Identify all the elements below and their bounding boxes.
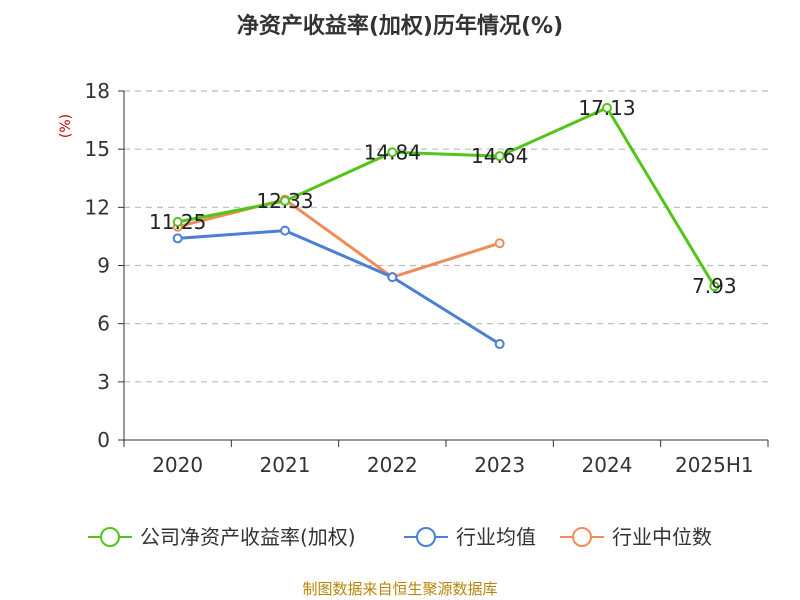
legend-item[interactable]: 公司净资产收益率(加权) bbox=[88, 525, 356, 549]
series-line bbox=[177, 229, 501, 346]
data-label: 11.25 bbox=[149, 210, 206, 234]
legend-item[interactable]: 行业中位数 bbox=[560, 525, 712, 549]
axes: 0 3 6 9 12 15 18 2020 2021 2022 2023 2024 2025H1 bbox=[85, 79, 769, 477]
legend[interactable]: 公司净资产收益率(加权) 行业均值 行业中位数 bbox=[88, 525, 712, 549]
x-tick-label: 2021 bbox=[260, 453, 311, 477]
legend-label: 公司净资产收益率(加权) bbox=[140, 525, 356, 549]
data-point bbox=[709, 281, 720, 292]
y-tick-label: 15 bbox=[85, 137, 110, 161]
x-tick-label: 2024 bbox=[582, 453, 633, 477]
data-label: 17.13 bbox=[578, 96, 635, 120]
y-axis-unit: (%) bbox=[58, 114, 74, 138]
series-group bbox=[172, 102, 720, 350]
y-tick-label: 6 bbox=[97, 312, 110, 336]
legend-marker-icon bbox=[572, 527, 592, 547]
grid-lines bbox=[124, 90, 768, 383]
data-point bbox=[494, 238, 505, 249]
y-tick-label: 12 bbox=[85, 195, 110, 219]
legend-item[interactable]: 行业均值 bbox=[404, 525, 536, 549]
series-line bbox=[177, 106, 716, 288]
data-point bbox=[172, 216, 183, 227]
chart-title: 净资产收益率(加权)历年情况(%) bbox=[237, 13, 563, 39]
data-point bbox=[602, 102, 612, 113]
data-point bbox=[280, 195, 290, 206]
data-point bbox=[172, 233, 183, 244]
y-tick-label: 3 bbox=[97, 370, 110, 394]
data-point bbox=[387, 272, 398, 283]
data-point bbox=[494, 339, 505, 350]
data-point bbox=[387, 147, 398, 158]
data-label: 14.64 bbox=[471, 144, 528, 168]
legend-label: 行业中位数 bbox=[612, 525, 712, 549]
data-point bbox=[494, 151, 505, 162]
x-tick-label: 2025H1 bbox=[675, 453, 754, 477]
y-tick-label: 9 bbox=[97, 254, 110, 278]
x-tick-label: 2023 bbox=[474, 453, 525, 477]
x-tick-label: 2022 bbox=[367, 453, 418, 477]
data-labels: 11.25 12.33 14.84 14.64 17.13 7.93 bbox=[149, 96, 737, 298]
data-label: 12.33 bbox=[256, 189, 313, 213]
legend-label: 行业均值 bbox=[456, 525, 536, 549]
data-label: 14.84 bbox=[364, 140, 421, 164]
legend-marker-icon bbox=[100, 527, 120, 547]
y-tick-label: 18 bbox=[85, 79, 110, 103]
data-point bbox=[280, 225, 290, 236]
x-tick-label: 2020 bbox=[152, 453, 203, 477]
y-tick-label: 0 bbox=[97, 428, 110, 452]
data-label: 7.93 bbox=[692, 274, 737, 298]
source-note: 制图数据来自恒生聚源数据库 bbox=[302, 580, 497, 598]
series-line bbox=[177, 198, 501, 279]
legend-marker-icon bbox=[416, 527, 436, 547]
